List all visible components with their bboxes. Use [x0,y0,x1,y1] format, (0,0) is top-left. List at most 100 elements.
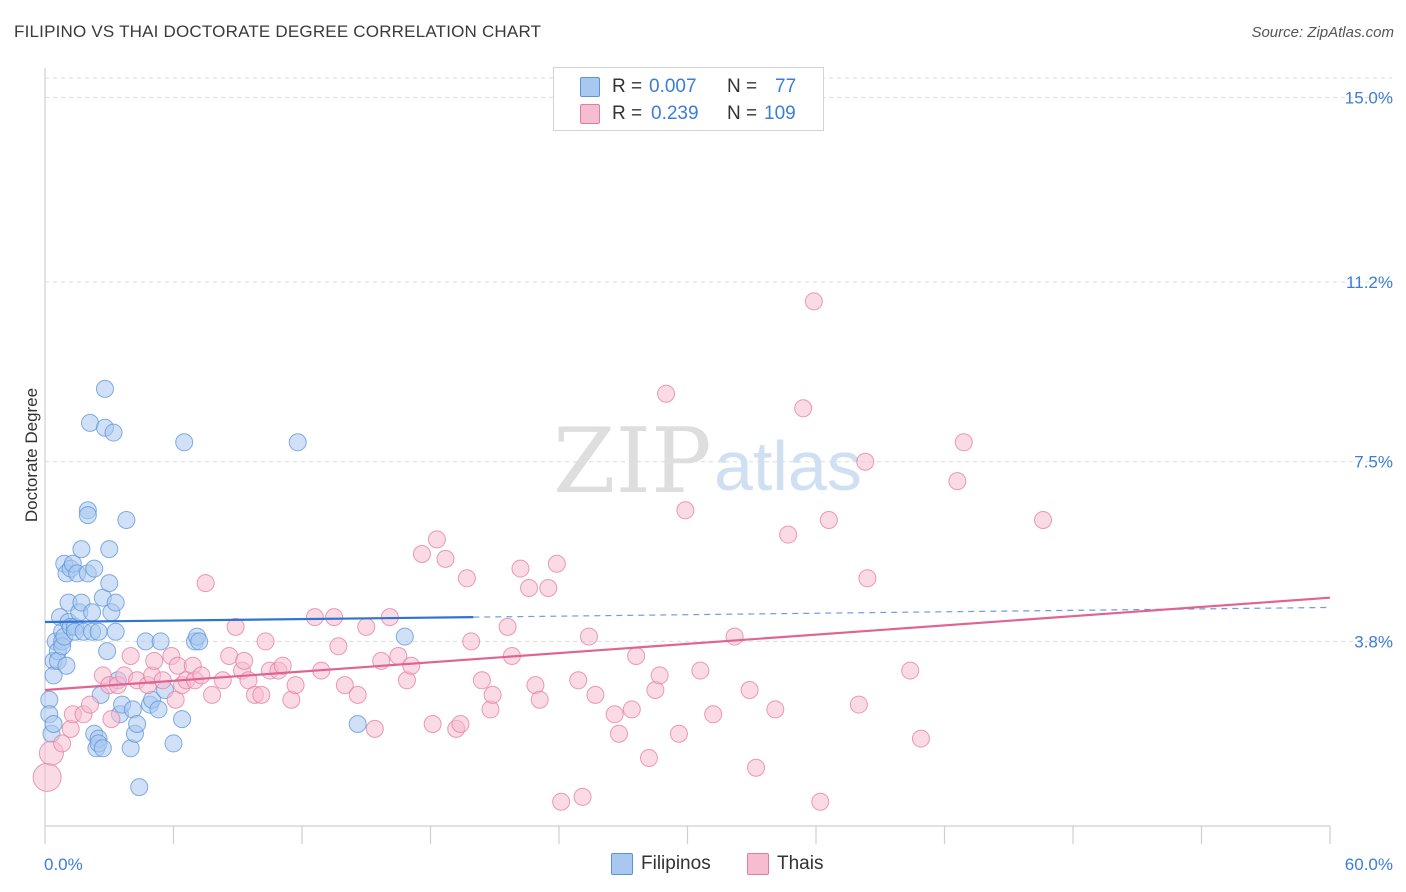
y-tick-label: 15.0% [1345,88,1393,107]
filipino-point [78,506,97,525]
stats-legend: R = 0.007 N = 77 R = 0.239 N = 109 [553,67,824,131]
thai-point [954,433,973,452]
thai-point [168,656,187,675]
filipino-point [100,540,119,559]
thai-point [858,569,877,588]
thai-point [252,685,271,704]
watermark-zip: ZIP [553,409,712,514]
filipino-point [98,642,117,661]
thai-point [511,559,530,578]
filipino-point [44,715,63,733]
thai-point [348,685,367,704]
thai-point [539,579,558,597]
thai-point [213,671,232,690]
thai-point [552,792,571,811]
thai-point [235,651,254,670]
legend-r-value: 0.007 [649,76,697,97]
data-points [32,292,1053,811]
thai-point [766,700,785,719]
thai-point [639,749,658,767]
filipino-point [117,511,136,529]
thai-point [794,399,813,418]
thai-point [704,705,723,724]
thai-point [203,685,222,704]
legend-swatch-filipinos [580,77,600,97]
thai-point [605,705,624,724]
chart-title: FILIPINO VS THAI DOCTORATE DEGREE CORREL… [14,22,542,41]
thai-point [747,758,766,777]
thai-point [305,608,324,627]
thai-point [569,671,588,690]
filipino-point [173,710,192,729]
filipino-point [151,632,170,651]
trend-lines [44,596,1331,692]
legend-n-label: N = [727,103,758,124]
legend-row-filipinos: R = 0.007 N = 77 [554,74,823,100]
legend-n-value: 109 [764,103,796,124]
thai-point [226,617,245,636]
thai-point [669,724,688,743]
thai-point [451,715,470,733]
filipino-point [136,632,155,651]
thai-point [335,676,354,695]
thai-point [579,627,598,646]
thai-point [691,661,710,680]
source-text: Source: ZipAtlas.com [1251,24,1394,41]
thai-point [650,666,669,685]
thai-point [948,472,967,491]
thai-point [423,715,442,733]
thai-point [498,617,517,636]
tick-labels: 3.8% 7.5% 11.2% 15.0% 0.0% 60.0% [44,88,1393,874]
legend-n-value: 77 [775,76,797,97]
filipino-point [100,574,119,593]
thai-point [325,608,344,627]
x-tick-label-max: 60.0% [1345,855,1393,874]
thai-point [586,685,605,704]
thai-point [819,511,838,529]
filipino-point [57,656,76,675]
y-tick-label: 11.2% [1346,273,1393,292]
thai-point [627,647,646,665]
filipino-trend-extension [473,606,1331,618]
filipino-point [190,632,209,651]
thai-point [32,762,62,792]
thai-point [286,676,305,695]
filipino-point [128,715,147,733]
filipino-point [95,379,114,398]
legend-r-label: R = [612,76,643,97]
thai-point [427,530,446,549]
legend-r-label: R = [612,103,643,124]
y-tick-label: 3.8% [1354,632,1393,651]
thai-point [80,695,99,714]
thai-point [196,574,215,593]
filipino-point [106,622,125,641]
filipino-point [130,778,149,797]
filipino-point [93,739,112,758]
filipino-point [89,622,108,641]
thai-point [856,452,875,471]
filipino-point [85,559,104,578]
filipino-trend-line [44,616,474,624]
thai-point [365,719,384,738]
thai-point [273,656,292,675]
thai-point [220,647,239,665]
thai-point [462,632,481,651]
thais-label: Thais [777,853,824,874]
thai-point [849,695,868,714]
thai-point [811,792,830,811]
thai-point [256,632,275,651]
filipino-point [83,603,102,622]
grid-lines [45,77,1392,642]
filipino-point [348,715,367,733]
thai-point [530,690,549,709]
thai-point [102,710,121,729]
thai-point [779,525,798,544]
legend-n-label: N = [727,76,758,97]
filipino-point [72,540,91,559]
legend-r-value: 0.239 [651,103,699,124]
legend-swatch-thais [580,104,600,124]
thai-point [357,617,376,636]
thai-point [472,671,491,690]
thai-point [1034,511,1053,529]
watermark: ZIP atlas [553,409,862,514]
